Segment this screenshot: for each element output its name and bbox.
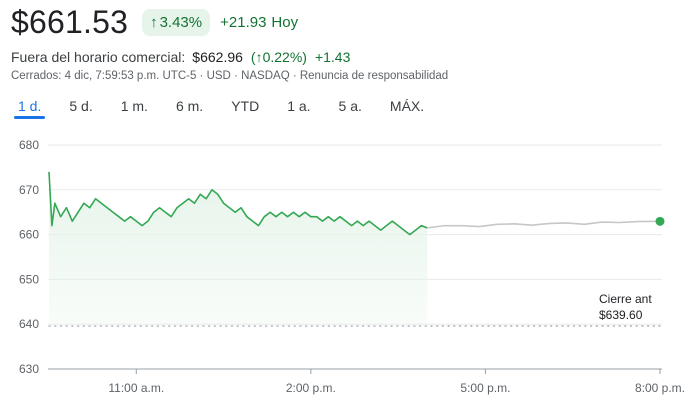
y-tick-label: 650 (19, 272, 39, 286)
change-period: Hoy (271, 14, 299, 31)
arrow-up-icon: ↑ (255, 49, 263, 65)
tab-5-days[interactable]: 5 d. (69, 98, 93, 114)
tab-5-years[interactable]: 5 a. (338, 98, 362, 114)
after-hours-change: +1.43 (314, 49, 351, 65)
last-price-dot (655, 216, 665, 226)
tab-6-months[interactable]: 6 m. (175, 98, 204, 114)
regular-session-area (49, 171, 428, 326)
change-absolute: +21.93 (220, 14, 267, 31)
tab-1-month[interactable]: 1 m. (120, 98, 148, 114)
tab-1-day[interactable]: 1 d. (13, 96, 46, 119)
y-tick-label: 660 (19, 228, 39, 242)
previous-close-value: $639.60 (599, 308, 643, 322)
tab-ytd[interactable]: YTD (231, 98, 260, 114)
after-hours-label: Fuera del horario comercial: (11, 49, 186, 65)
market-status-meta: Cerrados: 4 dic, 7:59:53 p.m. UTC-5 · US… (11, 70, 449, 82)
current-price: $661.53 (11, 4, 129, 40)
x-tick-label: 2:00 p.m. (286, 381, 336, 395)
y-tick-label: 630 (19, 362, 39, 376)
change-percent-badge: ↑ 3.43% (142, 9, 211, 36)
time-range-tabs: 1 d. 5 d. 1 m. 6 m. YTD 1 a. 5 a. MÁX. (13, 96, 452, 119)
after-hours-price: $662.96 (192, 49, 243, 65)
tab-max[interactable]: MÁX. (389, 98, 425, 114)
quote-header: $661.53 ↑ 3.43% +21.93 Hoy (11, 4, 298, 41)
change-percent: 3.43% (159, 14, 203, 31)
y-tick-label: 680 (19, 138, 39, 152)
x-tick-label: 8:00 p.m. (635, 381, 685, 395)
change-today: +21.93 Hoy (220, 14, 298, 31)
after-hours-row: Fuera del horario comercial: $662.96 (↑0… (11, 49, 350, 65)
tab-1-year[interactable]: 1 a. (287, 98, 311, 114)
x-tick-label: 11:00 a.m. (108, 381, 164, 395)
y-tick-label: 670 (19, 183, 39, 197)
after-hours-line (427, 220, 661, 229)
arrow-up-icon: ↑ (150, 14, 158, 31)
after-hours-percent: (↑0.22%) (250, 49, 307, 65)
previous-close-label: Cierre ant (599, 292, 652, 306)
y-tick-label: 640 (19, 317, 39, 331)
x-tick-label: 5:00 p.m. (460, 381, 510, 395)
regular-session-line (48, 171, 428, 236)
after-hours-percent-value: 0.22% (262, 49, 303, 65)
